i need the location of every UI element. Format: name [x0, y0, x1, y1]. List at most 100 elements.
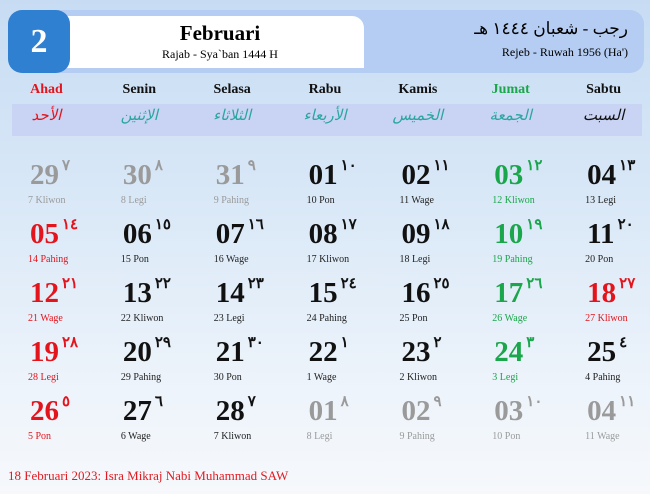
hijri-day: ١٦ — [247, 217, 264, 233]
hijri-day: ١١ — [433, 158, 450, 174]
day-cell[interactable]: 10 ١٩ 19 Pahing — [464, 216, 557, 275]
hijri-day: ٣ — [526, 335, 535, 351]
gregorian-day: 26 — [30, 395, 59, 427]
javanese-pasaran: 13 Legi — [585, 195, 616, 206]
gregorian-day: 31 — [215, 159, 245, 191]
hijri-day: ٧ — [247, 394, 256, 410]
day-cell[interactable]: 13 ٢٢ 22 Kliwon — [93, 275, 186, 334]
day-cell[interactable]: 06 ١٥ 15 Pon — [93, 216, 186, 275]
day-cell[interactable]: 18 ٢٧ 27 Kliwon — [557, 275, 650, 334]
day-cell[interactable]: 03 ١٠ 10 Pon — [464, 393, 557, 452]
javanese-pasaran: 2 Kliwon — [399, 372, 437, 383]
day-cell[interactable]: 03 ١٢ 12 Kliwon — [464, 157, 557, 216]
javanese-pasaran: 27 Kliwon — [585, 313, 628, 324]
gregorian-day: 17 — [494, 277, 524, 309]
javanese-pasaran: 1 Wage — [306, 372, 337, 383]
javanese-pasaran: 16 Wage — [213, 254, 249, 265]
day-cell[interactable]: 16 ٢٥ 25 Pon — [371, 275, 464, 334]
week-row: 19 ٢٨ 28 Legi 20 ٢٩ 29 Pahing 21 ٣٠ 30 Pon 22 ١ 1 W… — [0, 334, 650, 393]
holiday-note: 18 Februari 2023: Isra Mikraj Nabi Muham… — [8, 468, 289, 483]
day-cell[interactable]: 29 ٧ 7 Kliwon — [0, 157, 93, 216]
weekday-header: Ahad Senin Selasa Rabu Kamis Jumat Sabtu — [0, 82, 650, 98]
hijri-day: ٨ — [154, 158, 163, 174]
day-cell[interactable]: 14 ٢٣ 23 Legi — [186, 275, 279, 334]
arabic-weekday-header: الأحد الإثنين الثلاثاء الأربعاء الخميس الجمعة… — [0, 106, 650, 125]
gregorian-day: 27 — [122, 395, 152, 427]
hijri-day: ١٨ — [433, 217, 450, 233]
day-cell[interactable]: 21 ٣٠ 30 Pon — [186, 334, 279, 393]
hijri-day: ٢ — [433, 335, 442, 351]
week-row: 29 ٧ 7 Kliwon 30 ٨ 8 Legi 31 ٩ 9 Pahing 01 ١٠ 10 Po… — [0, 157, 650, 216]
javanese-pasaran: 4 Pahing — [585, 372, 621, 383]
javanese-pasaran: 28 Legi — [28, 372, 59, 383]
day-cell[interactable]: 26 ٥ 5 Pon — [0, 393, 93, 452]
day-cell[interactable]: 23 ٢ 2 Kliwon — [371, 334, 464, 393]
day-cell[interactable]: 08 ١٧ 17 Kliwon — [279, 216, 372, 275]
weekday-rabu: Rabu — [308, 82, 342, 97]
week-row: 05 ١٤ 14 Pahing 06 ١٥ 15 Pon 07 ١٦ 16 Wage 08 ١٧ 17… — [0, 216, 650, 275]
day-cell[interactable]: 05 ١٤ 14 Pahing — [0, 216, 93, 275]
gregorian-day: 06 — [122, 218, 152, 250]
day-cell[interactable]: 07 ١٦ 16 Wage — [186, 216, 279, 275]
hijri-day: ١٠ — [340, 158, 357, 174]
javanese-pasaran: 22 Kliwon — [120, 313, 164, 324]
javanese-pasaran: 24 Pahing — [306, 313, 347, 324]
day-cell[interactable]: 24 ٣ 3 Legi — [464, 334, 557, 393]
hijri-day: ١٧ — [340, 217, 357, 233]
day-cell[interactable]: 01 ١٠ 10 Pon — [279, 157, 372, 216]
gregorian-day: 03 — [494, 395, 524, 427]
hijri-day: ٥ — [62, 394, 71, 410]
hijri-day: ١٠ — [526, 394, 543, 410]
hijri-day: ٢٥ — [433, 276, 450, 292]
day-cell[interactable]: 20 ٢٩ 29 Pahing — [93, 334, 186, 393]
hijri-day: ٢١ — [62, 276, 79, 292]
hijri-day: ١٥ — [154, 217, 171, 233]
gregorian-day: 04 — [587, 395, 617, 427]
gregorian-day: 22 — [308, 336, 338, 368]
calendar-grid: 29 ٧ 7 Kliwon 30 ٨ 8 Legi 31 ٩ 9 Pahing 01 ١٠ 10 Po… — [0, 157, 650, 452]
hijri-day: ٢٣ — [247, 276, 264, 292]
gregorian-day: 28 — [215, 395, 245, 427]
javanese-pasaran: 12 Kliwon — [492, 195, 535, 206]
day-cell[interactable]: 02 ٩ 9 Pahing — [371, 393, 464, 452]
hijri-day: ٢٦ — [526, 276, 543, 292]
day-cell[interactable]: 22 ١ 1 Wage — [279, 334, 372, 393]
day-cell[interactable]: 17 ٢٦ 26 Wage — [464, 275, 557, 334]
hijri-day: ٢٢ — [154, 276, 171, 292]
hijri-day: ١٢ — [526, 158, 543, 174]
day-cell[interactable]: 30 ٨ 8 Legi — [93, 157, 186, 216]
weekday-senin: Senin — [122, 82, 157, 97]
day-cell[interactable]: 31 ٩ 9 Pahing — [186, 157, 279, 216]
gregorian-day: 21 — [215, 336, 245, 368]
arabic-weekday-rabu: الأربعاء — [303, 108, 347, 124]
javanese-pasaran: 10 Pon — [492, 431, 521, 442]
hijri-day: ٣٠ — [247, 335, 264, 351]
javanese-pasaran: 5 Pon — [28, 431, 52, 442]
day-cell[interactable]: 04 ١١ 11 Wage — [557, 393, 650, 452]
day-cell[interactable]: 19 ٢٨ 28 Legi — [0, 334, 93, 393]
arabic-weekday-jumat: الجمعة — [489, 108, 532, 124]
hijri-day: ٤ — [619, 335, 628, 351]
day-cell[interactable]: 09 ١٨ 18 Legi — [371, 216, 464, 275]
javanese-pasaran: 17 Kliwon — [306, 254, 350, 265]
month-title: Februari — [179, 21, 261, 45]
day-cell[interactable]: 12 ٢١ 21 Wage — [0, 275, 93, 334]
day-cell[interactable]: 04 ١٣ 13 Legi — [557, 157, 650, 216]
day-cell[interactable]: 25 ٤ 4 Pahing — [557, 334, 650, 393]
day-cell[interactable]: 28 ٧ 7 Kliwon — [186, 393, 279, 452]
gregorian-day: 09 — [401, 218, 431, 250]
gregorian-day: 03 — [494, 159, 524, 191]
day-cell[interactable]: 11 ٢٠ 20 Pon — [557, 216, 650, 275]
javanese-pasaran: 30 Pon — [213, 372, 242, 383]
gregorian-day: 08 — [308, 218, 338, 250]
day-cell[interactable]: 02 ١١ 11 Wage — [371, 157, 464, 216]
month-number-badge: 2 — [8, 10, 70, 73]
gregorian-day: 25 — [587, 336, 617, 368]
javanese-pasaran: 7 Kliwon — [213, 431, 252, 442]
weekday-jumat: Jumat — [491, 82, 530, 97]
gregorian-day: 14 — [215, 277, 245, 309]
day-cell[interactable]: 15 ٢٤ 24 Pahing — [279, 275, 372, 334]
day-cell[interactable]: 01 ٨ 8 Legi — [279, 393, 372, 452]
gregorian-day: 13 — [122, 277, 152, 309]
day-cell[interactable]: 27 ٦ 6 Wage — [93, 393, 186, 452]
